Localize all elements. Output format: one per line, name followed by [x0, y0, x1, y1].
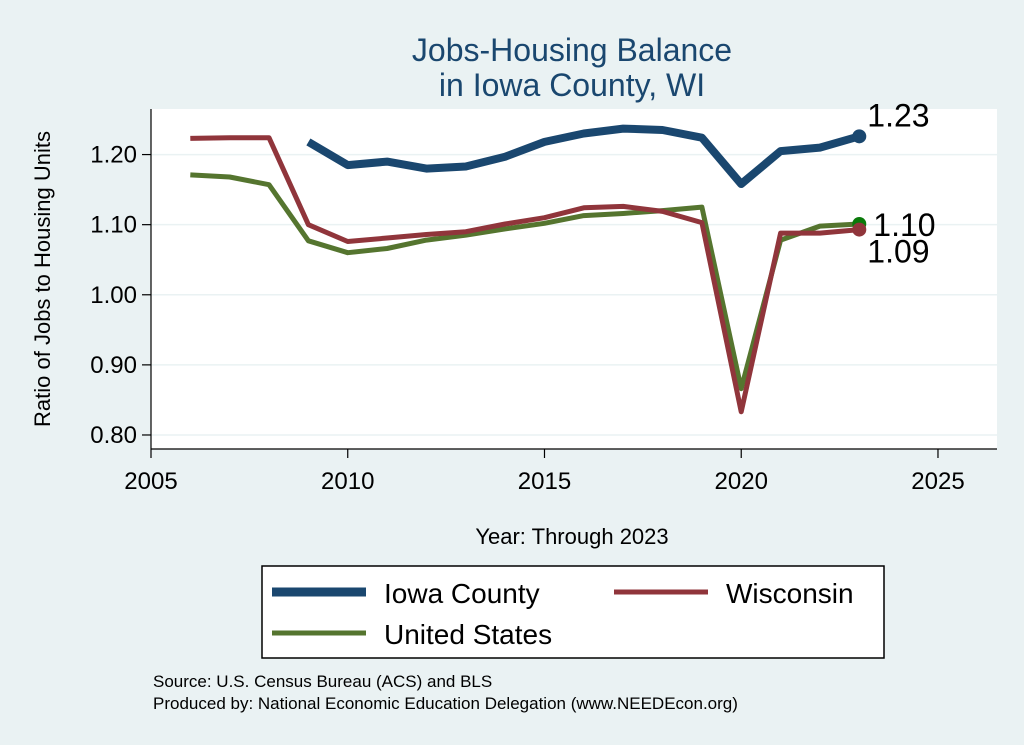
end-label-wisconsin: 1.09 [867, 234, 929, 270]
producer-note: Produced by: National Economic Education… [153, 694, 738, 713]
legend-box [261, 565, 885, 659]
y-tick-label: 1.20 [90, 142, 137, 169]
legend-label-wisconsin: Wisconsin [726, 578, 854, 609]
y-tick-label: 0.90 [90, 352, 137, 379]
end-marker-wisconsin [852, 222, 867, 237]
end-marker-iowa-county [852, 129, 867, 144]
x-axis-title: Year: Through 2023 [475, 524, 668, 549]
legend-label-united-states: United States [384, 619, 552, 650]
chart-title-line1: Jobs-Housing Balance [412, 32, 732, 68]
y-axis-ticks: 0.80 0.90 1.00 1.10 1.20 [90, 142, 151, 449]
x-tick-label: 2010 [321, 468, 374, 495]
series-line-wisconsin [190, 135, 860, 415]
y-tick-label: 1.00 [90, 282, 137, 309]
x-tick-label: 2020 [715, 468, 768, 495]
end-label-iowa-county: 1.23 [867, 97, 929, 133]
x-tick-label: 2005 [124, 468, 177, 495]
y-axis-title: Ratio of Jobs to Housing Units [30, 131, 55, 427]
series-line-iowa-county [306, 124, 861, 188]
legend-label-iowa-county: Iowa County [384, 578, 540, 609]
chart-title-line2: in Iowa County, WI [439, 67, 705, 103]
y-tick-label: 0.80 [90, 422, 137, 449]
gridlines [151, 153, 997, 436]
plot-area [151, 109, 997, 449]
source-note: Source: U.S. Census Bureau (ACS) and BLS [153, 672, 492, 691]
x-axis-ticks: 2005 2010 2015 2020 2025 [124, 449, 965, 495]
x-tick-label: 2015 [518, 468, 571, 495]
x-tick-label: 2025 [911, 468, 964, 495]
y-tick-label: 1.10 [90, 212, 137, 239]
series-line-united-states [190, 172, 860, 392]
end-label-united-states: 1.10 [873, 207, 935, 243]
series-layer: 1.101.09 1.23 [190, 97, 936, 415]
